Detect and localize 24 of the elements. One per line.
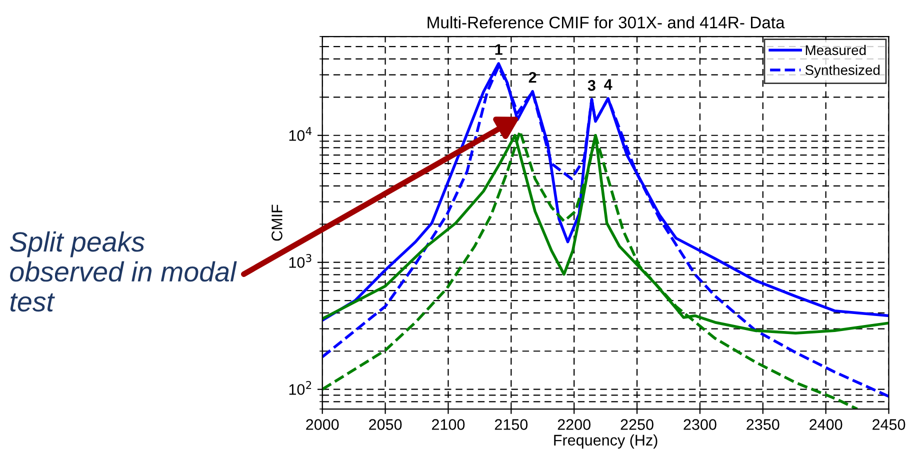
- annotation: 1: [495, 44, 502, 55]
- x-tick-label: 2300: [684, 419, 716, 430]
- x-tick-label: 2400: [810, 419, 842, 430]
- legend-label: Measured: [806, 44, 866, 56]
- legend-label: Synthesized: [805, 64, 880, 78]
- y-tick-label: 10$^{4}$: [289, 127, 312, 141]
- x-tick-label: 2350: [746, 419, 780, 430]
- annotation: Split peaks observed in modal test: [10, 231, 237, 312]
- y-tick-label: 10$^{2}$: [289, 380, 312, 395]
- x-tick-label: 2000: [306, 419, 339, 430]
- y-tick-label: 10$^{3}$: [289, 254, 312, 268]
- x-tick-label: 2150: [494, 419, 528, 430]
- x-tick-label: 2200: [558, 419, 590, 430]
- annotation: 3: [588, 80, 596, 91]
- x-tick-label: 2100: [432, 419, 465, 430]
- x-axis-title: Frequency (Hz): [554, 434, 658, 449]
- annotation: 2: [528, 72, 536, 83]
- annotation: 4: [604, 79, 612, 90]
- y-axis-title: CMIF: [272, 204, 282, 241]
- x-tick-label: 2450: [872, 419, 906, 430]
- line-series: [322, 64, 889, 398]
- x-tick-label: 2050: [369, 419, 402, 430]
- chart-title: Multi-Reference CMIF for 301X- and 414R- Data: [428, 16, 785, 28]
- x-tick-label: 2250: [620, 419, 654, 430]
